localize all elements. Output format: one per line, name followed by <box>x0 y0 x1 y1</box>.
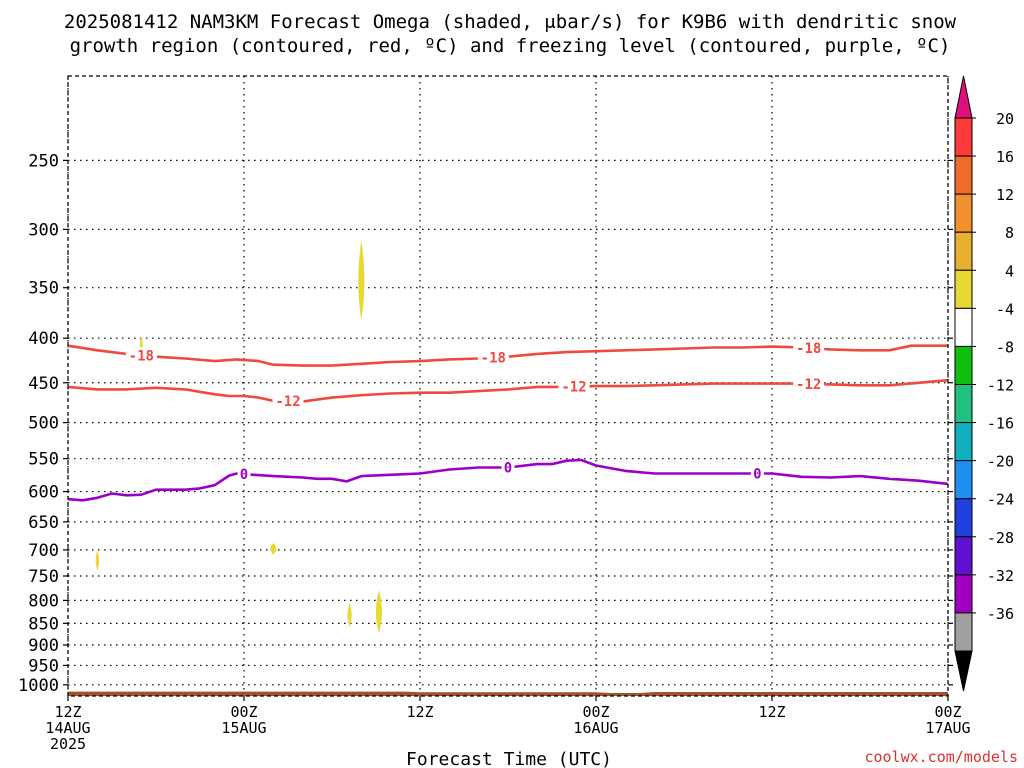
colorbar-segment <box>954 155 973 195</box>
chart-title-line-2: growth region (contoured, red, ºC) and f… <box>70 35 951 57</box>
x-tick-label: 12Z <box>406 703 433 721</box>
colorbar-top-arrow <box>954 75 973 119</box>
colorbar-label: -20 <box>987 453 1014 471</box>
y-tick-label: 700 <box>28 541 59 561</box>
chart-title-line-1: 2025081412 NAM3KM Forecast Omega (shaded… <box>64 11 957 33</box>
contour-label-background <box>793 340 825 357</box>
y-tick-label: 500 <box>28 414 59 434</box>
axes: 2503003504004505005506006507007508008509… <box>18 75 971 753</box>
colorbar-label: -36 <box>987 605 1014 623</box>
omega-colorbar: 20 16 12 8 4 -4 -8 -12 -16 -20 -24 -28 -32 -36 <box>954 75 1014 692</box>
colorbar-segment <box>954 498 973 538</box>
colorbar-label: -32 <box>987 567 1014 585</box>
colorbar-segment <box>954 536 973 576</box>
colorbar-segment <box>954 231 973 271</box>
x-tick-label: 12Z <box>54 703 81 721</box>
x-axis-label: Forecast Time (UTC) <box>406 749 612 768</box>
colorbar-label: 12 <box>996 186 1014 204</box>
x-tick-label: 17AUG <box>925 719 970 737</box>
ground-terrain <box>68 691 948 696</box>
contour-label-background <box>272 393 304 410</box>
x-tick-label: 14AUG <box>45 719 90 737</box>
x-tick-label: 00Z <box>582 703 609 721</box>
x-tick-label: 2025 <box>50 735 86 753</box>
contour-label: 0 <box>240 467 248 483</box>
contour-label-background <box>793 375 825 392</box>
contour-label: -18 <box>129 348 154 364</box>
omega-shaded-cell <box>347 602 352 628</box>
contour-label: -18 <box>796 341 821 357</box>
colorbar-segment <box>954 345 973 385</box>
y-tick-label: 550 <box>28 450 59 470</box>
contour-label-background <box>558 378 590 395</box>
y-tick-label: 800 <box>28 591 59 611</box>
colorbar-label: -8 <box>996 338 1014 356</box>
colorbar-label: -28 <box>987 529 1014 547</box>
contour-label: -12 <box>275 394 300 410</box>
contour-line <box>67 378 949 403</box>
y-tick-label: 450 <box>28 374 59 394</box>
y-tick-label: 250 <box>28 151 59 171</box>
contour-label-background <box>750 465 764 482</box>
plot-frame <box>67 75 949 697</box>
colorbar-segment <box>954 612 973 652</box>
omega-shaded-cell <box>95 550 100 571</box>
colorbar-segment <box>954 574 973 614</box>
colorbar-segment <box>954 307 973 347</box>
colorbar-label: 4 <box>1005 262 1014 280</box>
x-tick-label: 16AUG <box>573 719 618 737</box>
y-tick-label: 650 <box>28 513 59 533</box>
y-tick-label: 900 <box>28 636 59 656</box>
x-tick-label: 15AUG <box>221 719 266 737</box>
omega-shaded-cell <box>358 241 365 319</box>
colorbar-segment <box>954 422 973 462</box>
colorbar-segment <box>954 117 973 157</box>
contour-label-background <box>501 459 515 476</box>
y-tick-label: 350 <box>28 279 59 299</box>
colorbar-segment <box>954 269 973 309</box>
colorbar-label: -12 <box>987 377 1014 395</box>
contour-label-background <box>237 466 251 483</box>
colorbar-label: -24 <box>987 491 1014 509</box>
contour-label-background <box>477 349 509 366</box>
contour-label: -12 <box>561 380 586 396</box>
contour-label: 0 <box>504 461 512 477</box>
x-tick-label: 00Z <box>934 703 961 721</box>
x-tick-label: 12Z <box>758 703 785 721</box>
y-tick-label: 600 <box>28 483 59 503</box>
y-tick-label: 950 <box>28 656 59 676</box>
y-tick-label: 850 <box>28 614 59 634</box>
x-tick-label: 00Z <box>230 703 257 721</box>
contour-layer: -18 -18 -18 -12 -12 -12 0 0 0 <box>67 340 949 502</box>
colorbar-label: 16 <box>996 148 1014 166</box>
contour-label: -12 <box>796 377 821 393</box>
contour-label: -18 <box>481 351 506 367</box>
colorbar-label: 8 <box>1005 224 1014 242</box>
colorbar-label: -16 <box>987 415 1014 433</box>
colorbar-segment <box>954 460 973 500</box>
credit-text: coolwx.com/models <box>864 748 1018 766</box>
colorbar-label: 20 <box>996 110 1014 128</box>
colorbar-segment <box>954 384 973 424</box>
y-tick-label: 400 <box>28 329 59 349</box>
omega-shaded-cell <box>270 543 277 555</box>
colorbar-bottom-arrow <box>954 650 973 692</box>
omega-shaded-cell <box>375 589 383 634</box>
y-tick-label: 750 <box>28 567 59 587</box>
y-tick-label: 300 <box>28 220 59 240</box>
colorbar-label: -4 <box>996 300 1014 318</box>
colorbar-segment <box>954 193 973 233</box>
y-tick-label: 1000 <box>18 676 59 696</box>
contour-label: 0 <box>753 467 761 483</box>
contour-label-background <box>125 347 157 364</box>
